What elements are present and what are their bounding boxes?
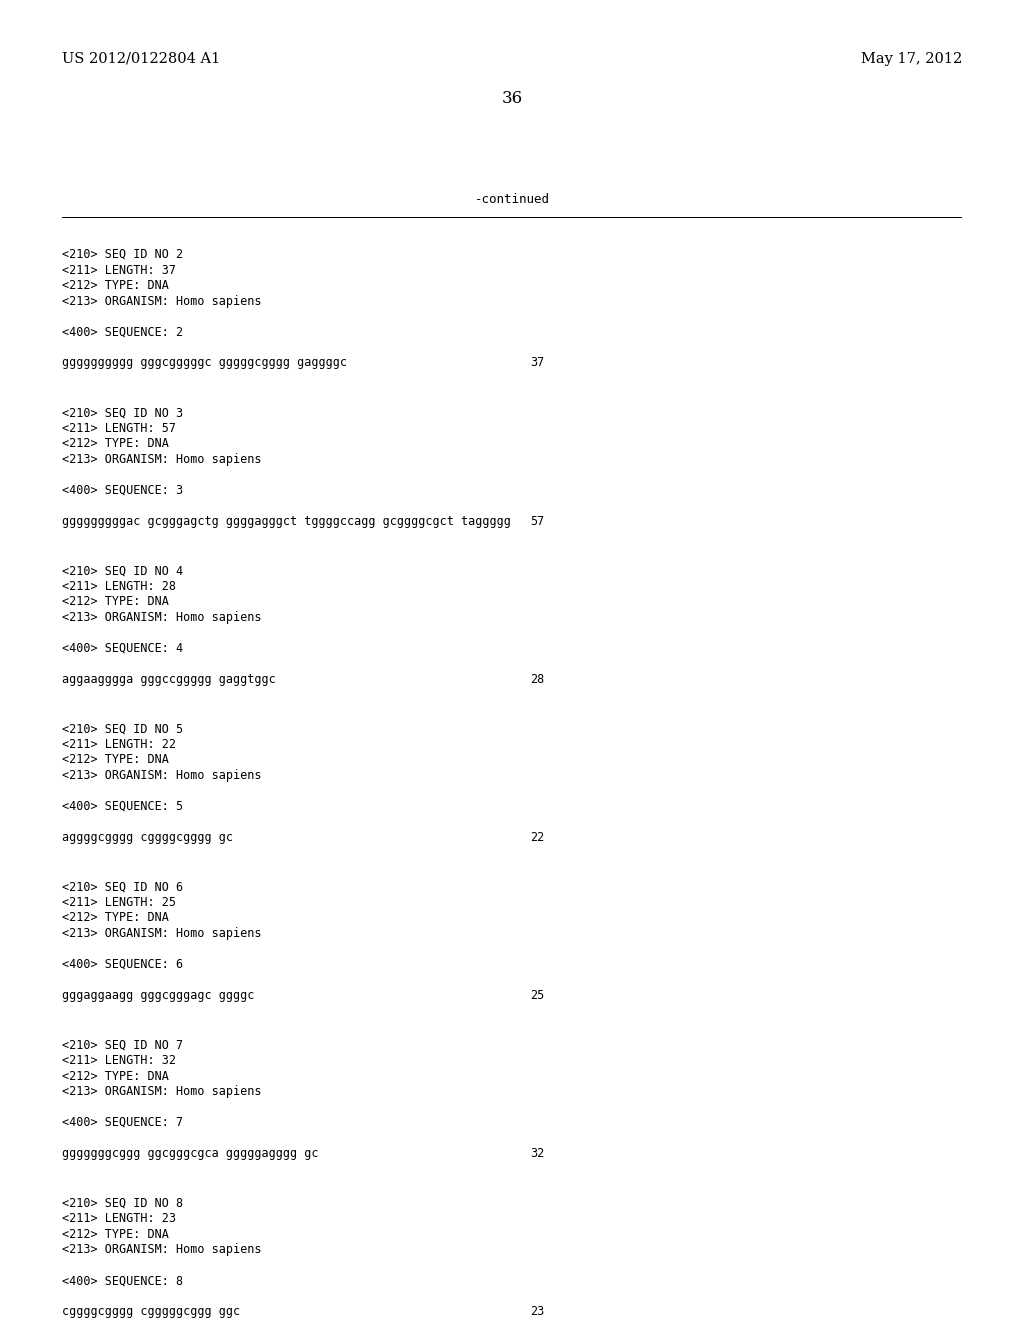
- Text: 32: 32: [530, 1147, 544, 1160]
- Text: aggaagggga gggccggggg gaggtggc: aggaagggga gggccggggg gaggtggc: [62, 673, 275, 685]
- Text: <212> TYPE: DNA: <212> TYPE: DNA: [62, 754, 169, 767]
- Text: <212> TYPE: DNA: <212> TYPE: DNA: [62, 595, 169, 609]
- Text: <400> SEQUENCE: 7: <400> SEQUENCE: 7: [62, 1115, 183, 1129]
- Text: gggaggaagg gggcgggagc ggggc: gggaggaagg gggcgggagc ggggc: [62, 989, 254, 1002]
- Text: <400> SEQUENCE: 6: <400> SEQUENCE: 6: [62, 958, 183, 972]
- Text: <210> SEQ ID NO 3: <210> SEQ ID NO 3: [62, 407, 183, 418]
- Text: <213> ORGANISM: Homo sapiens: <213> ORGANISM: Homo sapiens: [62, 1085, 261, 1098]
- Text: May 17, 2012: May 17, 2012: [861, 51, 962, 66]
- Text: -continued: -continued: [474, 193, 550, 206]
- Text: <211> LENGTH: 28: <211> LENGTH: 28: [62, 579, 176, 593]
- Text: <212> TYPE: DNA: <212> TYPE: DNA: [62, 1069, 169, 1082]
- Text: 57: 57: [530, 515, 544, 528]
- Text: <212> TYPE: DNA: <212> TYPE: DNA: [62, 279, 169, 292]
- Text: <210> SEQ ID NO 4: <210> SEQ ID NO 4: [62, 564, 183, 577]
- Text: <211> LENGTH: 32: <211> LENGTH: 32: [62, 1053, 176, 1067]
- Text: 23: 23: [530, 1305, 544, 1319]
- Text: gggggggggac gcgggagctg ggggagggct tggggccagg gcggggcgct taggggg: gggggggggac gcgggagctg ggggagggct tggggc…: [62, 515, 511, 528]
- Text: <211> LENGTH: 57: <211> LENGTH: 57: [62, 421, 176, 434]
- Text: <213> ORGANISM: Homo sapiens: <213> ORGANISM: Homo sapiens: [62, 1243, 261, 1257]
- Text: <211> LENGTH: 37: <211> LENGTH: 37: [62, 264, 176, 276]
- Text: <210> SEQ ID NO 5: <210> SEQ ID NO 5: [62, 722, 183, 735]
- Text: <400> SEQUENCE: 2: <400> SEQUENCE: 2: [62, 326, 183, 338]
- Text: US 2012/0122804 A1: US 2012/0122804 A1: [62, 51, 220, 66]
- Text: <210> SEQ ID NO 2: <210> SEQ ID NO 2: [62, 248, 183, 261]
- Text: <213> ORGANISM: Homo sapiens: <213> ORGANISM: Homo sapiens: [62, 611, 261, 624]
- Text: <211> LENGTH: 22: <211> LENGTH: 22: [62, 738, 176, 751]
- Text: <212> TYPE: DNA: <212> TYPE: DNA: [62, 911, 169, 924]
- Text: <211> LENGTH: 25: <211> LENGTH: 25: [62, 896, 176, 909]
- Text: <211> LENGTH: 23: <211> LENGTH: 23: [62, 1212, 176, 1225]
- Text: 22: 22: [530, 830, 544, 843]
- Text: cggggcgggg cgggggcggg ggc: cggggcgggg cgggggcggg ggc: [62, 1305, 240, 1319]
- Text: 37: 37: [530, 356, 544, 370]
- Text: <212> TYPE: DNA: <212> TYPE: DNA: [62, 1228, 169, 1241]
- Text: <210> SEQ ID NO 8: <210> SEQ ID NO 8: [62, 1197, 183, 1209]
- Text: <213> ORGANISM: Homo sapiens: <213> ORGANISM: Homo sapiens: [62, 453, 261, 466]
- Text: aggggcgggg cggggcgggg gc: aggggcgggg cggggcgggg gc: [62, 830, 233, 843]
- Text: <400> SEQUENCE: 4: <400> SEQUENCE: 4: [62, 642, 183, 655]
- Text: <210> SEQ ID NO 6: <210> SEQ ID NO 6: [62, 880, 183, 894]
- Text: gggggggggg gggcgggggc gggggcgggg gaggggc: gggggggggg gggcgggggc gggggcgggg gaggggc: [62, 356, 347, 370]
- Text: 36: 36: [502, 90, 522, 107]
- Text: <212> TYPE: DNA: <212> TYPE: DNA: [62, 437, 169, 450]
- Text: 25: 25: [530, 989, 544, 1002]
- Text: <400> SEQUENCE: 3: <400> SEQUENCE: 3: [62, 483, 183, 496]
- Text: gggggggcggg ggcgggcgca gggggagggg gc: gggggggcggg ggcgggcgca gggggagggg gc: [62, 1147, 318, 1160]
- Text: <210> SEQ ID NO 7: <210> SEQ ID NO 7: [62, 1039, 183, 1052]
- Text: <213> ORGANISM: Homo sapiens: <213> ORGANISM: Homo sapiens: [62, 294, 261, 308]
- Text: <213> ORGANISM: Homo sapiens: <213> ORGANISM: Homo sapiens: [62, 768, 261, 781]
- Text: 28: 28: [530, 673, 544, 685]
- Text: <213> ORGANISM: Homo sapiens: <213> ORGANISM: Homo sapiens: [62, 927, 261, 940]
- Text: <400> SEQUENCE: 8: <400> SEQUENCE: 8: [62, 1274, 183, 1287]
- Text: <400> SEQUENCE: 5: <400> SEQUENCE: 5: [62, 800, 183, 813]
